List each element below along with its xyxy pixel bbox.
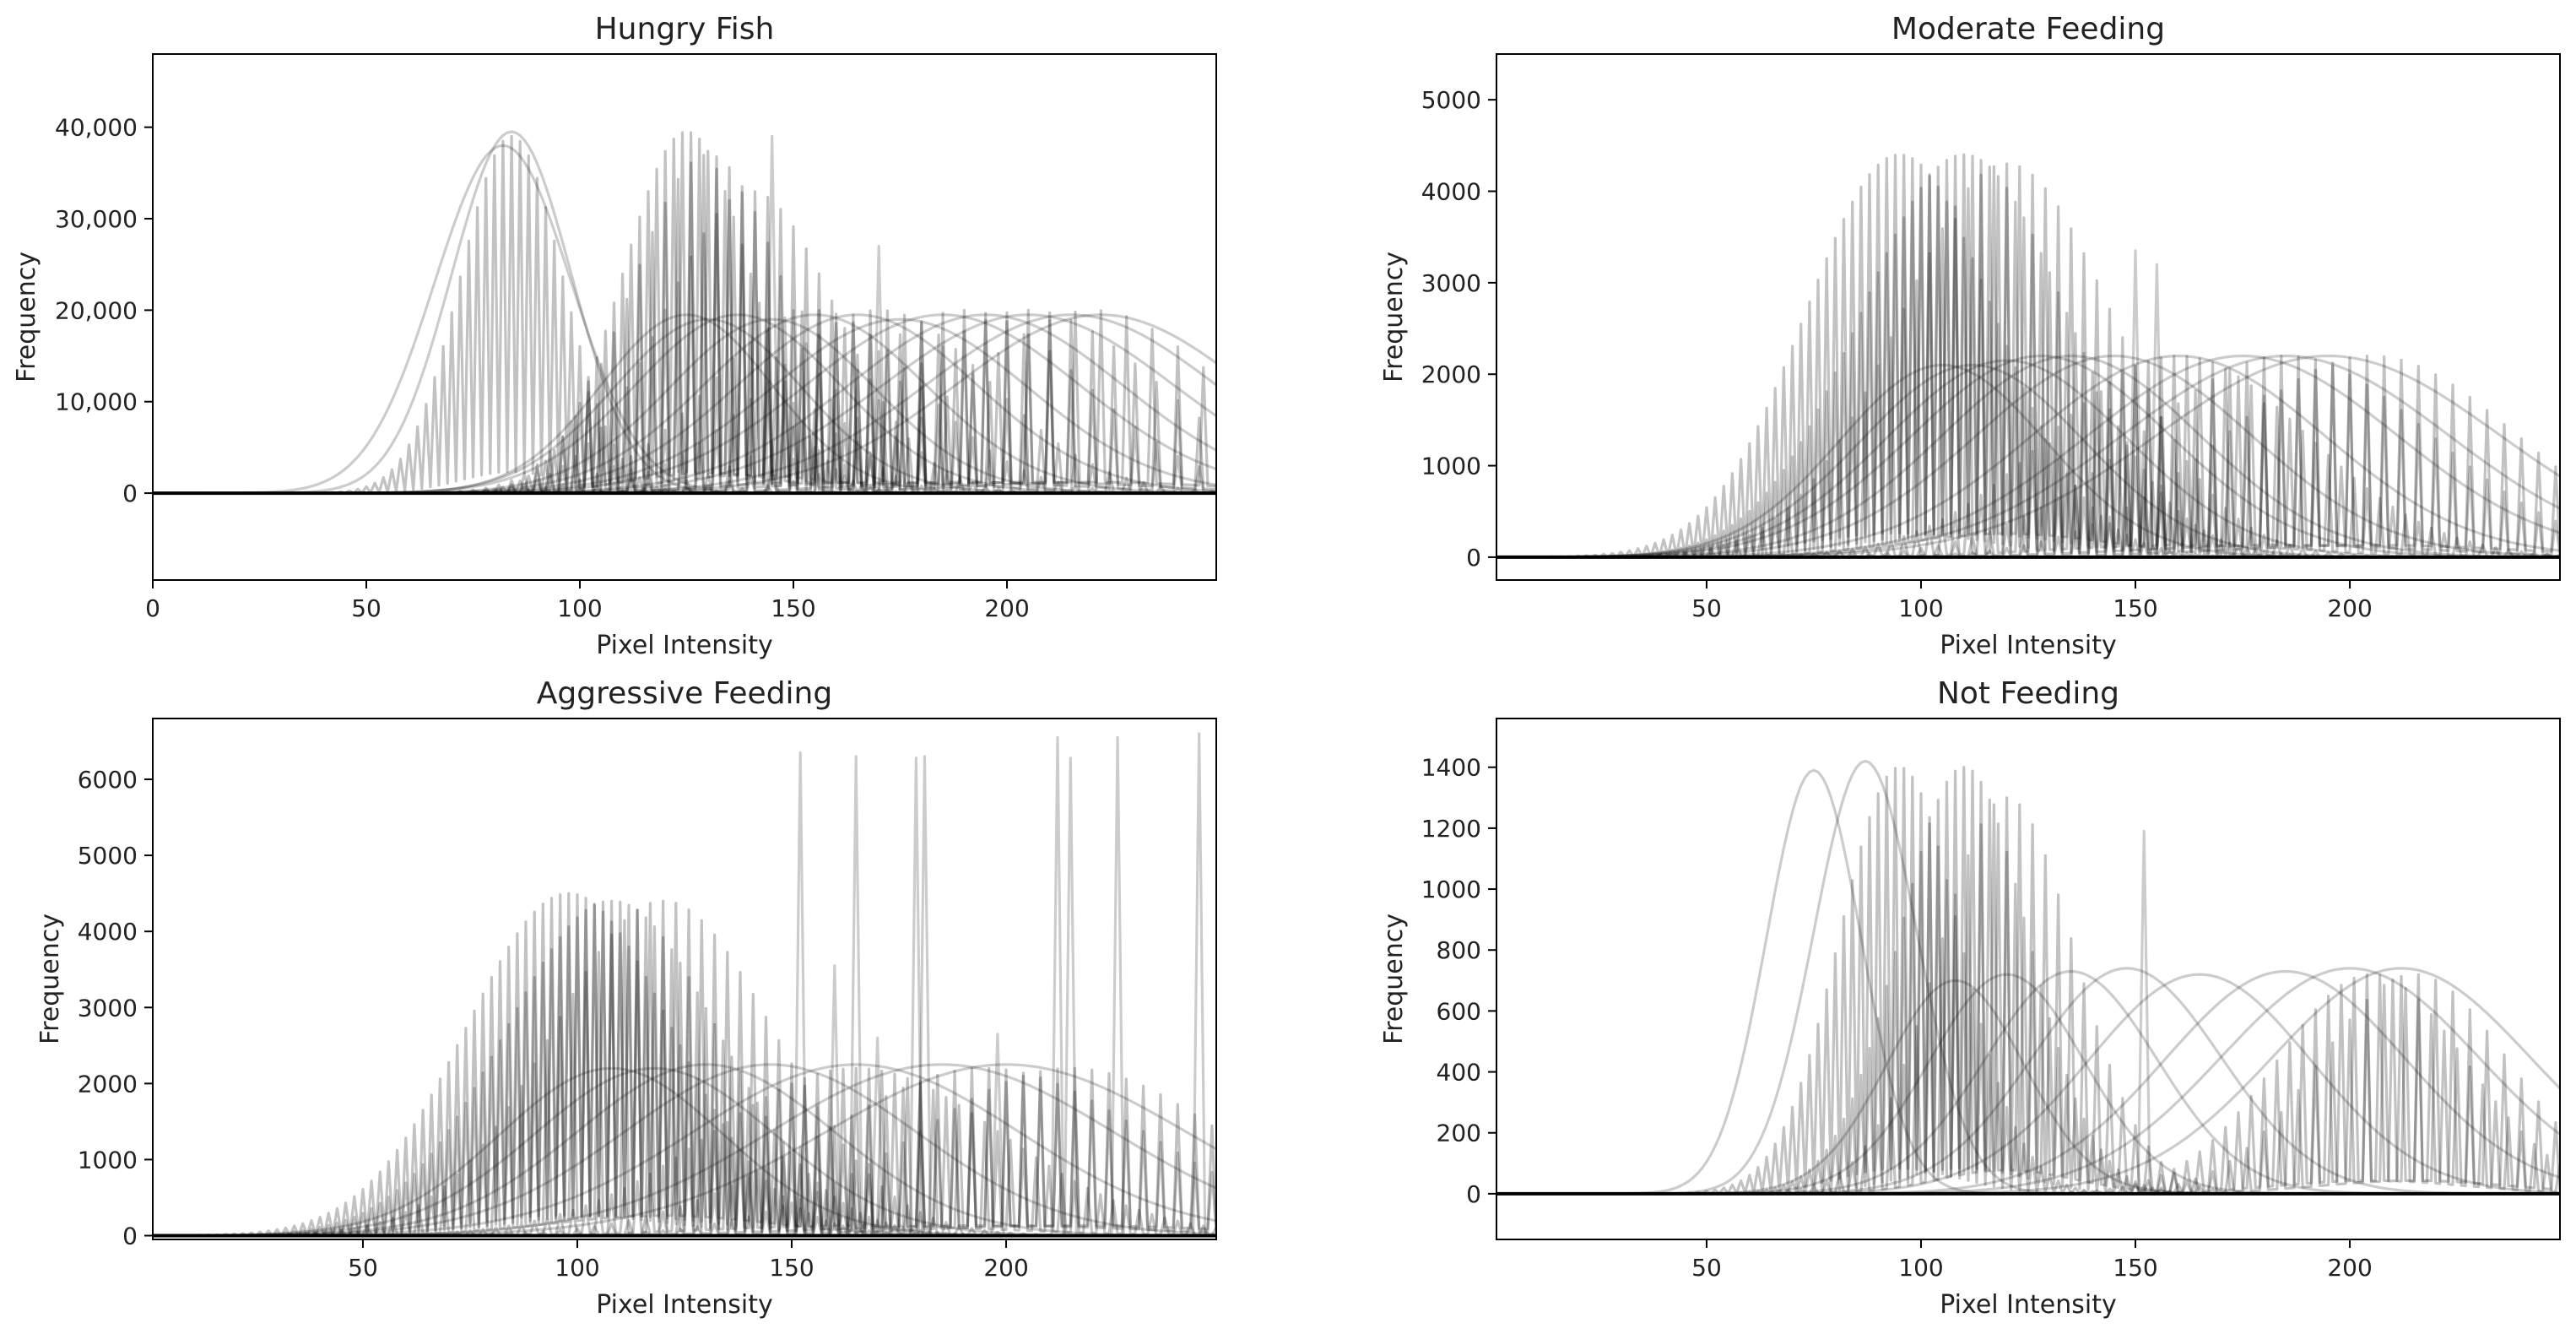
y-tick-label: 1000 <box>1421 453 1481 480</box>
y-tick-label: 1200 <box>1421 815 1481 843</box>
subplot-2: 50 100 150 200010002000300040005000Moderate… <box>1379 12 2561 660</box>
histogram-curve <box>153 1063 1216 1238</box>
x-tick-label: 200 <box>2327 1254 2372 1282</box>
histogram-spike <box>1050 735 1065 1236</box>
y-tick-label: 2000 <box>1421 361 1481 388</box>
histogram-spike <box>765 134 780 494</box>
x-tick-label: 50 <box>1691 1254 1722 1282</box>
x-tick-label: 100 <box>555 1254 599 1282</box>
subplot-1: 0 50 100 150 200 0 10,000 20,000 30,000 40,000 Hun… <box>12 12 1217 660</box>
chart-title: Not Feeding <box>1937 676 2119 711</box>
y-tick-label: 20,000 <box>55 296 138 324</box>
chart-title: Moderate Feeding <box>1891 12 2165 46</box>
y-tick-label: 5000 <box>1421 86 1481 114</box>
x-tick-label: 150 <box>771 594 815 622</box>
plot-area <box>153 130 1216 496</box>
y-tick-label: 2000 <box>78 1070 138 1098</box>
subplot-3: 50 100 150 2000100020003000400050006000Aggr… <box>35 676 1217 1320</box>
plot-area <box>153 732 1216 1238</box>
y-tick-label: 10,000 <box>55 388 138 416</box>
histogram-spike <box>1110 735 1125 1236</box>
chart-title: Hungry Fish <box>595 12 775 46</box>
histogram-spike <box>908 756 924 1236</box>
y-tick-label: 800 <box>1437 936 1481 964</box>
axes-frame <box>152 718 1217 1240</box>
y-tick-label: 600 <box>1437 997 1481 1025</box>
x-axis-label: Pixel Intensity <box>1940 1290 2117 1320</box>
axes-frame <box>1496 53 2561 581</box>
x-tick-label: 150 <box>769 1254 814 1282</box>
histogram-spike <box>917 755 933 1236</box>
histogram-spike <box>1063 756 1078 1236</box>
histogram-spike <box>871 244 886 494</box>
x-tick-label: 150 <box>2113 594 2157 622</box>
histogram-spike <box>1192 732 1207 1236</box>
x-tick-label: 200 <box>984 594 1029 622</box>
histogram-spike <box>848 755 863 1236</box>
y-tick-label: 4000 <box>1421 178 1481 206</box>
y-tick-label: 6000 <box>78 766 138 794</box>
x-tick-label: 50 <box>1691 594 1722 622</box>
histogram-spike <box>990 1033 1005 1236</box>
y-tick-label: 0 <box>1466 544 1481 572</box>
plot-area <box>1496 153 2560 559</box>
x-tick-label: 150 <box>2113 1254 2157 1282</box>
histogram-spike <box>2136 829 2151 1194</box>
histogram-spike <box>827 964 842 1236</box>
y-axis-label: Frequency <box>1379 914 1409 1044</box>
subplot-4: 50 100 150 200 0 200 400 600 800 1000 1200 1400 Not … <box>1379 676 2561 1320</box>
x-axis-label: Pixel Intensity <box>1940 631 2117 660</box>
y-tick-label: 200 <box>1437 1120 1481 1147</box>
axes-frame <box>1496 718 2561 1240</box>
y-tick-label: 0 <box>122 480 138 507</box>
x-tick-label: 100 <box>1898 1254 1943 1282</box>
x-axis-label: Pixel Intensity <box>596 1290 773 1320</box>
histogram-spike <box>869 1036 885 1236</box>
histogram-spike <box>2149 263 2165 557</box>
x-tick-label: 200 <box>2327 594 2372 622</box>
y-tick-label: 40,000 <box>55 114 138 142</box>
y-tick-label: 1400 <box>1421 754 1481 782</box>
histogram-curve <box>153 1063 1216 1238</box>
axes-frame <box>152 53 1217 581</box>
x-tick-label: 200 <box>983 1254 1028 1282</box>
histogram-curve <box>1496 354 2560 559</box>
histogram-spike <box>793 751 808 1236</box>
x-axis-label: Pixel Intensity <box>596 631 773 660</box>
y-tick-label: 1000 <box>78 1146 138 1174</box>
x-tick-label: 0 <box>145 594 160 622</box>
y-tick-label: 0 <box>1466 1180 1481 1208</box>
y-axis-label: Frequency <box>1379 252 1409 382</box>
y-tick-label: 1000 <box>1421 876 1481 903</box>
y-tick-label: 4000 <box>78 918 138 946</box>
histogram-spike <box>2128 249 2143 557</box>
x-tick-label: 100 <box>557 594 602 622</box>
y-axis-label: Frequency <box>35 914 65 1044</box>
chart-title: Aggressive Feeding <box>537 676 832 711</box>
y-tick-label: 0 <box>122 1222 138 1250</box>
y-tick-label: 30,000 <box>55 205 138 233</box>
histogram-curve <box>1496 354 2560 559</box>
y-axis-label: Frequency <box>12 252 41 382</box>
y-tick-label: 400 <box>1437 1059 1481 1087</box>
x-tick-label: 100 <box>1898 594 1943 622</box>
y-tick-label: 3000 <box>78 994 138 1022</box>
y-tick-label: 3000 <box>1421 269 1481 297</box>
x-tick-label: 50 <box>351 594 382 622</box>
y-tick-label: 5000 <box>78 842 138 870</box>
plot-area <box>1496 759 2560 1196</box>
x-tick-label: 50 <box>348 1254 378 1282</box>
